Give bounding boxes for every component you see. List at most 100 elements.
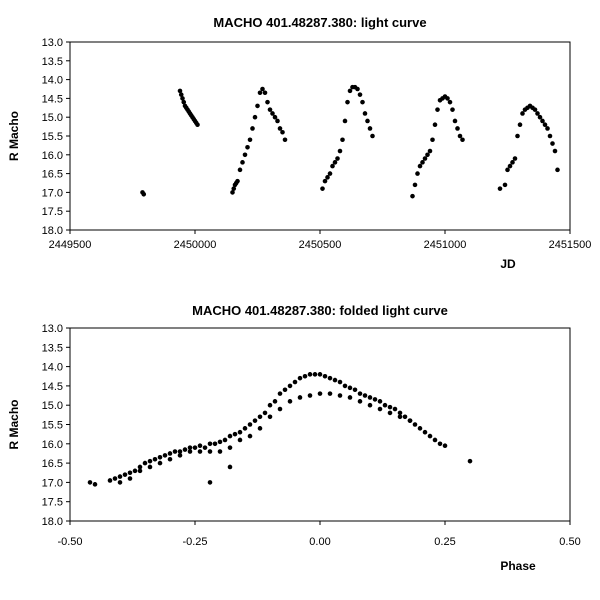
data-point xyxy=(520,111,525,116)
data-point xyxy=(232,431,238,437)
x-axis-label: Phase xyxy=(500,559,536,573)
data-point xyxy=(435,107,440,112)
data-point xyxy=(407,418,413,423)
data-point xyxy=(277,391,283,396)
data-point xyxy=(532,107,538,112)
data-point xyxy=(172,449,178,454)
data-point xyxy=(231,186,237,191)
data-point xyxy=(342,383,348,389)
data-point xyxy=(430,137,435,143)
data-point xyxy=(317,391,323,396)
data-point xyxy=(297,375,303,381)
data-point xyxy=(182,447,188,452)
data-point xyxy=(287,399,293,404)
data-point xyxy=(142,460,148,466)
data-point xyxy=(92,482,98,487)
data-point xyxy=(187,445,193,450)
data-point xyxy=(377,399,383,404)
data-point xyxy=(217,449,223,454)
data-point xyxy=(107,478,113,483)
data-point xyxy=(507,163,513,169)
data-point xyxy=(127,476,133,481)
x-tick-label: -0.25 xyxy=(182,536,207,548)
data-point xyxy=(167,456,173,462)
data-point xyxy=(245,144,250,150)
chart-title: MACHO 401.48287.380: folded light curve xyxy=(192,303,448,318)
data-point xyxy=(467,458,473,464)
data-point xyxy=(237,167,243,173)
data-point xyxy=(392,406,398,412)
data-point xyxy=(552,148,558,154)
data-point xyxy=(157,460,163,466)
data-point xyxy=(320,186,325,191)
data-point xyxy=(425,152,430,158)
data-point xyxy=(227,464,233,470)
data-point xyxy=(397,410,403,416)
data-point xyxy=(132,468,138,474)
data-point xyxy=(397,414,403,420)
data-point xyxy=(247,137,253,143)
data-point xyxy=(497,186,503,191)
data-point xyxy=(365,118,370,124)
data-point xyxy=(347,385,353,391)
x-tick-label: 2449500 xyxy=(49,239,92,251)
data-point xyxy=(512,156,518,161)
data-point xyxy=(157,455,163,460)
data-point xyxy=(127,470,133,476)
data-point xyxy=(455,126,460,131)
data-point xyxy=(342,118,348,124)
y-tick-label: 17.0 xyxy=(42,187,63,199)
data-point xyxy=(272,114,278,120)
data-point xyxy=(542,122,548,128)
data-point xyxy=(197,443,203,449)
data-point xyxy=(147,458,153,464)
data-point xyxy=(177,449,183,454)
data-point xyxy=(437,441,443,447)
y-tick-label: 15.5 xyxy=(42,420,63,432)
data-point xyxy=(322,373,328,379)
data-point xyxy=(502,182,508,188)
data-point xyxy=(292,379,298,385)
y-tick-label: 16.5 xyxy=(42,169,63,181)
data-point xyxy=(212,441,218,447)
data-point xyxy=(415,171,420,176)
data-point xyxy=(257,414,263,420)
data-point xyxy=(197,449,203,454)
data-point xyxy=(277,126,283,131)
data-point xyxy=(517,122,523,128)
data-point xyxy=(270,111,275,116)
data-point xyxy=(275,118,280,124)
data-point xyxy=(387,410,393,416)
data-point xyxy=(307,372,313,377)
y-axis-label: R Macho xyxy=(7,399,21,449)
data-point xyxy=(207,449,213,454)
data-point xyxy=(340,137,345,143)
data-point xyxy=(347,395,353,400)
data-point xyxy=(317,372,323,377)
data-point xyxy=(227,433,233,439)
data-point xyxy=(335,156,340,161)
data-point xyxy=(147,464,153,470)
data-point xyxy=(450,107,455,112)
data-point xyxy=(357,92,363,97)
y-tick-label: 13.0 xyxy=(42,323,63,335)
data-point xyxy=(152,456,158,462)
data-point xyxy=(417,163,423,169)
x-tick-label: 2451000 xyxy=(424,239,467,251)
data-point xyxy=(352,387,358,393)
y-tick-label: 17.5 xyxy=(42,497,63,509)
data-point xyxy=(267,107,273,112)
y-tick-label: 14.5 xyxy=(42,93,63,105)
y-tick-label: 17.5 xyxy=(42,206,63,218)
data-point xyxy=(265,99,270,105)
data-point xyxy=(141,191,147,197)
data-point xyxy=(280,129,285,135)
data-point xyxy=(357,391,363,396)
data-point xyxy=(178,92,184,97)
data-point xyxy=(195,122,200,128)
data-point xyxy=(112,476,118,481)
data-point xyxy=(457,133,463,139)
data-point xyxy=(257,90,263,96)
data-point xyxy=(417,426,423,431)
